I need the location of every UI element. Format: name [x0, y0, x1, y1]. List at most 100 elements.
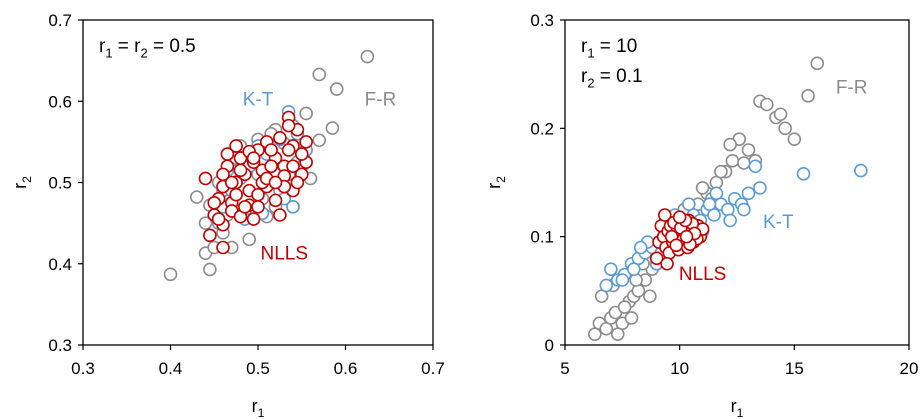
parameter-annotation-part: = r — [113, 36, 142, 57]
x-axis-label: r1 — [731, 396, 744, 419]
point-nlls — [268, 175, 283, 190]
point-nlls — [220, 147, 235, 161]
point-f-r — [299, 106, 313, 121]
point-f-r — [198, 216, 213, 230]
point-nlls — [290, 175, 305, 190]
x-axis-label-part: r — [731, 396, 737, 416]
point-nlls — [216, 240, 230, 255]
point-k-t — [599, 278, 614, 293]
point-nlls — [251, 200, 265, 214]
x-tick-label: 0.5 — [246, 359, 270, 378]
point-f-r — [760, 97, 774, 112]
point-k-t — [709, 186, 724, 201]
point-nlls — [198, 171, 213, 186]
point-k-t — [633, 240, 648, 255]
point-f-r — [629, 273, 643, 287]
point-f-r — [714, 164, 728, 179]
point-nlls — [660, 256, 674, 271]
y-axis-label: r2 — [10, 176, 34, 189]
parameter-annotation-line-part: = 10 — [595, 36, 638, 57]
parameter-annotation-part: 1 — [105, 45, 112, 60]
point-f-r — [787, 132, 802, 146]
parameter-annotation-line: r2 = 0.1 — [581, 66, 643, 90]
point-f-r — [189, 190, 204, 204]
point-f-r — [610, 327, 625, 341]
y-axis-label-part: r — [484, 183, 504, 189]
y-axis-label-part: 2 — [494, 176, 508, 183]
series-label-k-t: K-T — [243, 89, 274, 110]
point-nlls — [203, 228, 217, 243]
series-label-f-r: F-R — [836, 78, 868, 99]
x-tick-label: 15 — [785, 359, 804, 378]
y-tick-label: 0.4 — [48, 255, 72, 274]
point-f-r — [778, 121, 792, 136]
point-k-t — [721, 202, 735, 217]
parameter-annotation-part: r — [99, 36, 106, 57]
x-tick-label: 20 — [900, 359, 919, 378]
point-nlls — [273, 131, 287, 145]
point-k-t — [753, 181, 767, 195]
point-nlls — [233, 163, 248, 178]
point-k-t — [615, 273, 630, 287]
point-nlls — [286, 159, 300, 174]
parameter-annotation-part: 2 — [141, 45, 148, 60]
x-axis-label-part: 1 — [258, 406, 265, 419]
point-f-r — [624, 311, 639, 325]
point-k-t — [626, 262, 641, 276]
plot-frame — [564, 19, 910, 346]
point-nlls — [649, 251, 664, 266]
point-nlls — [207, 196, 222, 210]
y-axis-label: r2 — [484, 176, 508, 189]
point-k-t — [737, 202, 751, 217]
x-tick-label: 0.4 — [159, 359, 183, 378]
x-axis-label: r1 — [252, 396, 265, 419]
point-f-r — [725, 154, 740, 168]
y-tick-label: 0.7 — [48, 11, 72, 30]
point-k-t — [796, 167, 811, 181]
point-nlls — [273, 208, 287, 222]
point-f-r — [773, 107, 788, 122]
parameter-annotation-line-part: 1 — [587, 45, 594, 60]
series-nlls — [198, 110, 313, 255]
point-f-r — [723, 137, 737, 152]
point-f-r — [312, 67, 327, 82]
x-tick-label: 5 — [560, 359, 569, 378]
y-tick-label: 0 — [545, 336, 554, 355]
series-label-nlls: NLLS — [679, 264, 727, 285]
y-tick-label: 0.6 — [48, 92, 72, 111]
point-nlls — [229, 139, 243, 153]
parameter-annotation-line-part: = 0.1 — [595, 66, 643, 87]
parameter-annotation: r1 = r2 = 0.5 — [99, 36, 196, 60]
x-tick-label: 0.3 — [71, 359, 95, 378]
point-k-t — [748, 159, 763, 174]
point-nlls — [679, 229, 694, 244]
series-label-nlls: NLLS — [260, 244, 308, 265]
y-axis-label-part: 2 — [20, 176, 34, 183]
point-k-t — [286, 200, 300, 214]
series-label-k-t: K-T — [763, 212, 794, 233]
y-axis-label-part: r — [10, 183, 30, 189]
point-f-r — [203, 262, 217, 277]
point-f-r — [631, 284, 646, 298]
y-tick-label: 0.5 — [48, 174, 72, 193]
parameter-annotation-line-part: 2 — [587, 75, 594, 90]
point-f-r — [737, 156, 751, 170]
y-tick-label: 0.1 — [530, 228, 554, 247]
point-k-t — [604, 262, 618, 276]
point-nlls — [216, 167, 230, 182]
parameter-annotation-part: = 0.5 — [148, 36, 196, 57]
point-nlls — [264, 143, 278, 157]
series-label-f-r: F-R — [365, 89, 397, 110]
point-nlls — [246, 212, 261, 226]
x-axis-label-part: r — [252, 396, 258, 416]
point-k-t — [854, 163, 868, 178]
parameter-annotation-line-part: r — [581, 66, 588, 87]
y-tick-label: 0.3 — [48, 336, 72, 355]
point-f-r — [242, 232, 257, 247]
point-nlls — [268, 193, 283, 208]
point-nlls — [299, 135, 313, 149]
point-nlls — [294, 147, 309, 161]
